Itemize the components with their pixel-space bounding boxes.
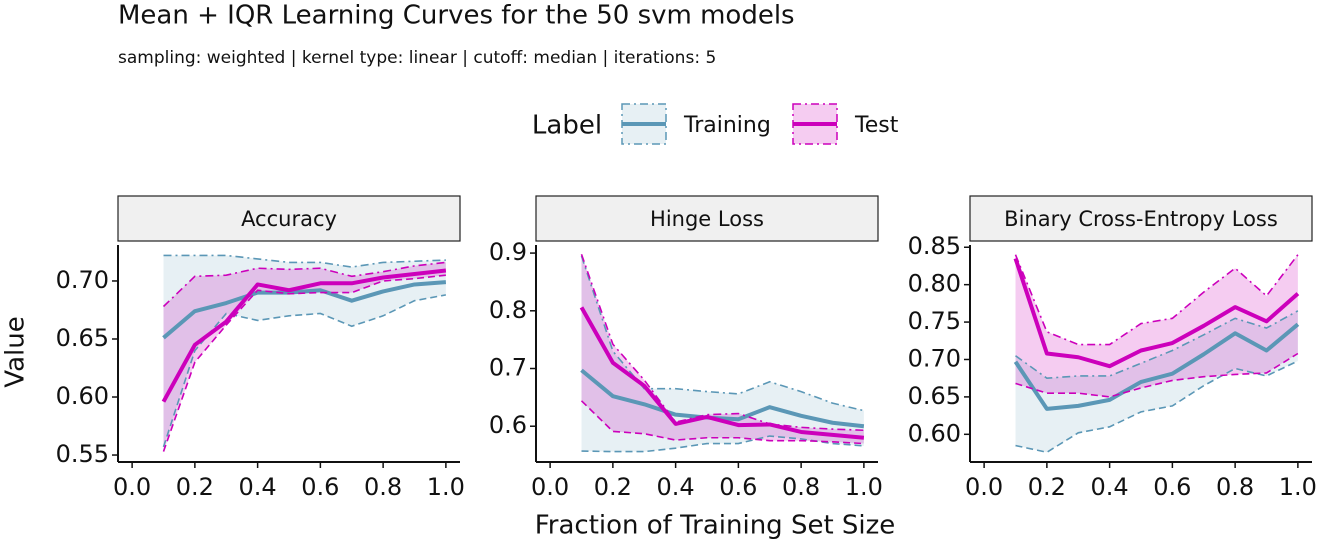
x-tick-label: 0.4 (239, 473, 277, 501)
y-tick-label: 0.65 (908, 382, 961, 410)
x-axis-label: Fraction of Training Set Size (535, 511, 896, 541)
x-tick-label: 0.8 (782, 473, 820, 501)
legend-label: Test (854, 113, 899, 138)
x-tick-label: 0.0 (113, 473, 151, 501)
x-tick-label: 0.4 (657, 473, 695, 501)
y-tick-label: 0.8 (489, 296, 527, 324)
iqr-ribbon (581, 255, 864, 452)
y-tick-label: 0.60 (908, 419, 961, 447)
lower-bound-line (162, 274, 446, 452)
x-tick-label: 0.2 (176, 473, 214, 501)
iqr-ribbon (163, 255, 446, 447)
chart-title: Mean + IQR Learning Curves for the 50 sv… (118, 1, 795, 31)
strip (969, 195, 1313, 242)
mean-line (580, 368, 865, 429)
x-tick-label: 0.8 (364, 473, 402, 501)
lower-bound-line (580, 400, 864, 445)
x-tick-label: 0.6 (1153, 473, 1191, 501)
x-tick-label: 0.6 (719, 473, 757, 501)
x-tick-label: 0.0 (965, 473, 1003, 501)
mean-line (1013, 257, 1300, 369)
panel-title: Accuracy (241, 207, 337, 231)
y-tick-label: 0.7 (489, 354, 527, 382)
iqr-ribbon (1015, 310, 1298, 453)
iqr-ribbon (1015, 254, 1298, 397)
x-tick-label: 1.0 (845, 473, 883, 501)
mean-line (162, 280, 447, 340)
lower-bound-line (1015, 360, 1299, 454)
x-tick-label: 1.0 (1279, 473, 1317, 501)
y-tick-label: 0.70 (908, 344, 961, 372)
legend-label: Training (683, 113, 771, 138)
chart-subtitle: sampling: weighted | kernel type: linear… (118, 48, 716, 68)
upper-bound-line (162, 261, 446, 308)
y-tick-label: 0.9 (489, 238, 527, 266)
mean-line (161, 268, 447, 403)
mean-line (579, 306, 865, 440)
upper-bound-line (1014, 254, 1299, 346)
panel-title: Hinge Loss (650, 207, 764, 231)
y-tick-label: 0.55 (56, 440, 109, 468)
y-tick-label: 0.60 (56, 382, 109, 410)
x-tick-label: 0.0 (531, 473, 569, 501)
y-axis-label: Value (1, 316, 31, 387)
mean-line (1013, 322, 1300, 411)
y-tick-label: 0.6 (489, 411, 527, 439)
y-tick-label: 0.80 (908, 270, 961, 298)
legend-title: Label (532, 111, 602, 141)
strip (117, 195, 461, 242)
x-tick-label: 0.2 (1028, 473, 1066, 501)
panel-title: Binary Cross-Entropy Loss (1004, 207, 1278, 231)
lower-bound-line (1015, 352, 1299, 398)
x-tick-label: 0.4 (1091, 473, 1129, 501)
x-tick-label: 0.8 (1216, 473, 1254, 501)
y-tick-label: 0.65 (56, 324, 109, 352)
x-tick-label: 0.2 (594, 473, 632, 501)
upper-bound-line (163, 254, 446, 268)
y-tick-label: 0.85 (908, 232, 961, 260)
strip (535, 195, 879, 242)
upper-bound-line (1015, 310, 1299, 380)
x-tick-label: 1.0 (427, 473, 465, 501)
y-tick-label: 0.75 (908, 307, 961, 335)
upper-bound-line (580, 255, 865, 412)
y-tick-label: 0.70 (56, 266, 109, 294)
x-tick-label: 0.6 (301, 473, 339, 501)
